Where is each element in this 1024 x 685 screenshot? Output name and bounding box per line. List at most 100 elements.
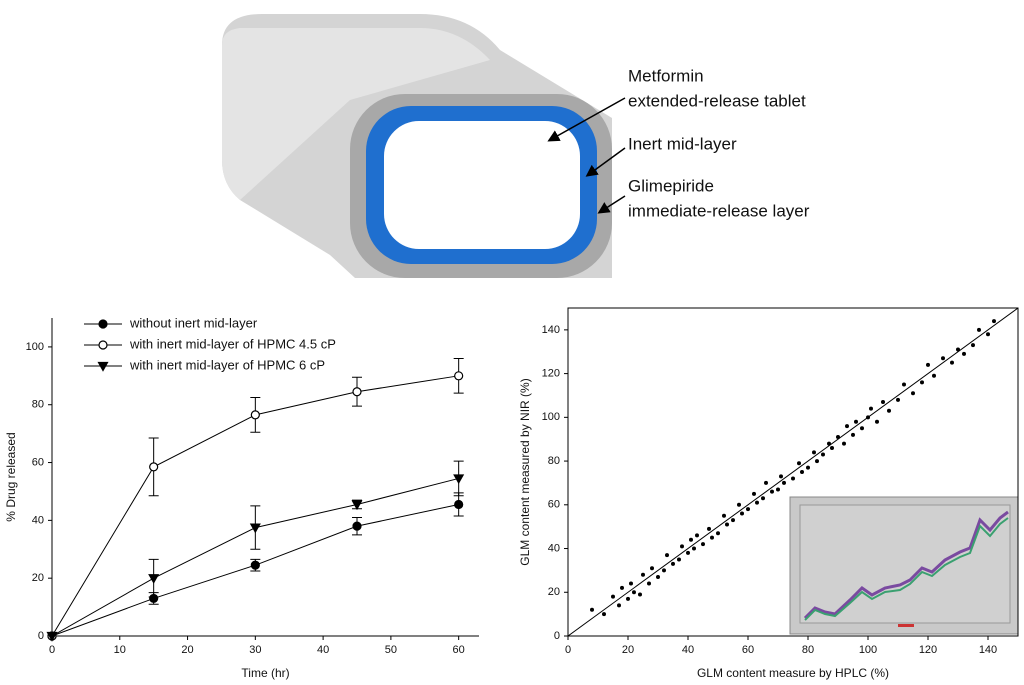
legend-label: without inert mid-layer [129, 315, 258, 330]
point [650, 566, 654, 571]
y-tick-label: 20 [548, 586, 560, 598]
point [956, 347, 960, 352]
point [740, 511, 744, 516]
x-tick-label: 50 [385, 644, 397, 656]
arrow [547, 97, 626, 142]
label: immediate-release layer [628, 201, 810, 220]
x-tick-label: 60 [453, 644, 465, 656]
point [755, 500, 759, 505]
core [384, 121, 580, 249]
y-tick-label: 120 [542, 368, 560, 380]
legend-label: with inert mid-layer of HPMC 4.5 cP [129, 336, 336, 351]
point [710, 535, 714, 540]
point [896, 397, 900, 402]
point [725, 522, 729, 527]
marker [250, 410, 260, 420]
label: extended-release tablet [628, 91, 806, 110]
point [779, 474, 783, 479]
point [992, 319, 996, 324]
inset-spectra [804, 517, 1009, 621]
arrow [585, 147, 626, 177]
point [782, 480, 786, 485]
point [761, 496, 765, 501]
point [737, 502, 741, 507]
point [746, 507, 750, 512]
y-tick-label: 80 [548, 455, 560, 467]
marker [351, 500, 363, 511]
y-tick-label: 140 [542, 324, 560, 336]
point [926, 362, 930, 367]
x-axis-title: GLM content measure by HPLC (%) [697, 666, 889, 680]
marker [250, 560, 260, 570]
point [641, 572, 645, 577]
point [971, 343, 975, 348]
point [680, 544, 684, 549]
point [695, 533, 699, 538]
point [962, 351, 966, 356]
x-tick-label: 100 [859, 644, 877, 656]
point [686, 550, 690, 555]
point [791, 476, 795, 481]
point [866, 415, 870, 420]
x-tick-label: 0 [565, 644, 571, 656]
marker [148, 574, 160, 584]
point [854, 419, 858, 424]
point [806, 465, 810, 470]
point [821, 452, 825, 457]
x-tick-label: 80 [802, 644, 814, 656]
legend-marker [98, 340, 108, 350]
point [851, 432, 855, 437]
point [836, 435, 840, 440]
marker [352, 521, 362, 531]
y-tick-label: 100 [26, 341, 44, 353]
point [800, 470, 804, 474]
tablet-top [222, 28, 490, 200]
x-axis-title: Time (hr) [241, 666, 289, 680]
point [902, 382, 906, 387]
point [716, 531, 720, 536]
legend-marker [98, 319, 108, 329]
point [911, 391, 915, 396]
y-tick-label: 20 [32, 572, 44, 584]
arrow [597, 195, 626, 214]
marker [46, 631, 58, 642]
point [875, 419, 879, 424]
y-tick-label: 60 [32, 456, 44, 468]
x-tick-label: 140 [979, 644, 997, 656]
point [932, 373, 936, 378]
point [701, 542, 705, 547]
point [602, 612, 606, 617]
y-axis-title: % Drug released [4, 432, 18, 521]
y-tick-label: 80 [32, 399, 44, 411]
point [797, 461, 801, 466]
point [869, 406, 873, 411]
spectra-inset [789, 496, 1019, 635]
point [815, 459, 819, 464]
identity-line [567, 307, 1019, 637]
marker [352, 387, 362, 397]
inset-spectra [803, 510, 1009, 620]
point [722, 513, 726, 518]
y-tick-label: 60 [548, 499, 560, 511]
point [632, 590, 636, 595]
x-tick-label: 0 [49, 644, 55, 656]
marker [454, 371, 464, 381]
point [620, 585, 624, 590]
point [662, 568, 666, 573]
point [671, 561, 675, 566]
label: Glimepiride [628, 176, 714, 195]
point [629, 581, 633, 586]
point [707, 526, 711, 531]
x-tick-label: 10 [114, 644, 126, 656]
x-tick-label: 40 [682, 644, 694, 656]
point [776, 487, 780, 492]
x-tick-label: 60 [742, 644, 754, 656]
point [920, 380, 924, 385]
point [830, 445, 834, 450]
legend-label: with inert mid-layer of HPMC 6 cP [129, 357, 325, 372]
x-tick-label: 120 [919, 644, 937, 656]
label: Inert mid-layer [628, 134, 737, 153]
point [986, 332, 990, 337]
marker [149, 462, 159, 472]
